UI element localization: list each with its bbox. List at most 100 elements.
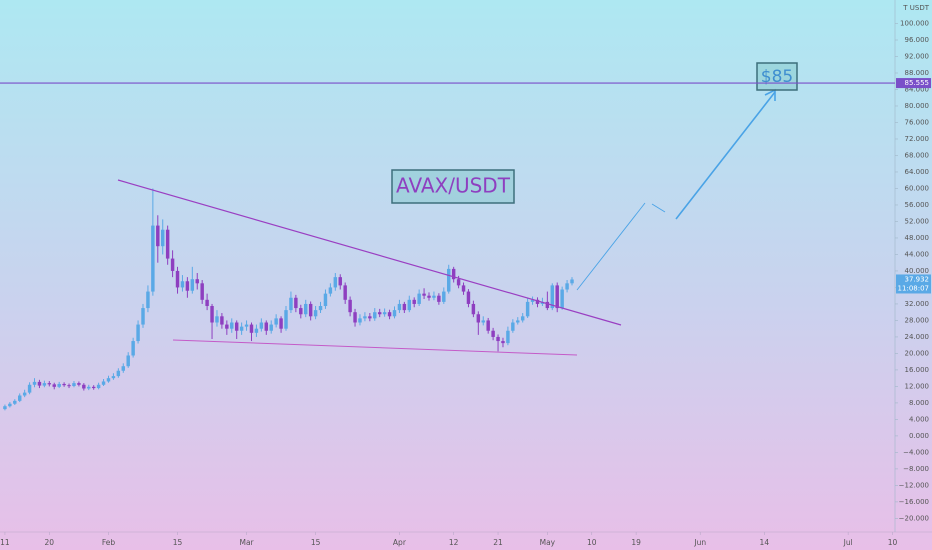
candle-body bbox=[146, 291, 150, 309]
y-tick-label: 28.000 bbox=[905, 316, 930, 324]
y-tick-label: 60.000 bbox=[905, 184, 930, 192]
y-tick-label: 96.000 bbox=[905, 36, 930, 44]
candle-body bbox=[96, 384, 101, 389]
candle-body bbox=[8, 403, 12, 407]
candle-body bbox=[3, 406, 7, 410]
candle-body bbox=[560, 289, 564, 309]
candle-body bbox=[289, 297, 293, 311]
candle-body bbox=[333, 277, 338, 288]
candle-body bbox=[501, 341, 505, 344]
candle-body bbox=[101, 381, 106, 385]
candle-body bbox=[195, 279, 199, 284]
y-tick-label: −8.000 bbox=[903, 465, 929, 473]
candle-body bbox=[91, 386, 96, 389]
y-tick-label: 52.000 bbox=[905, 217, 930, 225]
candle-body bbox=[37, 381, 42, 386]
y-tick-label: 80.000 bbox=[905, 102, 930, 110]
x-tick-label: Jun bbox=[693, 538, 706, 547]
candle-body bbox=[525, 301, 530, 317]
candle-body bbox=[42, 383, 47, 386]
candle-body bbox=[141, 308, 145, 325]
candle-body bbox=[165, 229, 170, 259]
candle-body bbox=[313, 310, 318, 317]
candle-body bbox=[343, 285, 347, 300]
x-tick-label: 15 bbox=[173, 538, 183, 547]
x-tick-label: 12 bbox=[449, 538, 459, 547]
candle-body bbox=[535, 299, 540, 304]
x-tick-label: Apr bbox=[393, 538, 407, 547]
candle-body bbox=[456, 279, 461, 286]
x-tick-label: 10 bbox=[888, 538, 898, 547]
candle-body bbox=[274, 318, 278, 325]
candle-body bbox=[328, 287, 333, 294]
chart-title: AVAX/USDT bbox=[396, 174, 511, 198]
x-tick-label: 10 bbox=[587, 538, 597, 547]
candle-body bbox=[373, 312, 377, 319]
y-tick-label: 16.000 bbox=[905, 366, 930, 374]
candle-body bbox=[308, 303, 313, 317]
candle-body bbox=[284, 310, 288, 329]
candle-body bbox=[565, 283, 569, 290]
y-tick-label: 64.000 bbox=[905, 168, 930, 176]
candle-body bbox=[62, 383, 66, 386]
candle-body bbox=[397, 303, 402, 311]
candle-body bbox=[111, 376, 116, 379]
x-tick-label: May bbox=[540, 538, 556, 547]
candle-body bbox=[254, 328, 259, 333]
x-tick-label: 21 bbox=[493, 538, 503, 547]
candle-body bbox=[161, 229, 165, 247]
y-tick-label: −4.000 bbox=[903, 448, 929, 456]
candle-body bbox=[368, 316, 372, 319]
candle-body bbox=[407, 299, 412, 311]
candle-body bbox=[57, 383, 61, 387]
candle-body bbox=[87, 386, 91, 389]
candle-body bbox=[67, 385, 71, 387]
candle-body bbox=[511, 322, 515, 331]
candle-body bbox=[72, 383, 76, 387]
countdown-label: 11:08:07 bbox=[898, 284, 929, 292]
candle-body bbox=[13, 400, 17, 404]
candle-body bbox=[200, 283, 204, 300]
candle-body bbox=[363, 316, 367, 319]
candle-body bbox=[279, 318, 283, 329]
candle-body bbox=[131, 341, 135, 356]
target-annotation: $85 bbox=[761, 67, 793, 87]
projection-line bbox=[651, 203, 666, 213]
y-tick-label: 72.000 bbox=[905, 135, 930, 143]
candle-body bbox=[382, 312, 387, 315]
y-tick-label: 4.000 bbox=[909, 415, 929, 423]
x-tick-label: 19 bbox=[631, 538, 641, 547]
candle-body bbox=[234, 322, 239, 331]
candle-body bbox=[304, 303, 308, 315]
candle-body bbox=[506, 330, 510, 344]
candle-body bbox=[269, 324, 273, 331]
candle-body bbox=[239, 326, 244, 331]
candle-body bbox=[136, 324, 140, 342]
y-tick-label: 24.000 bbox=[905, 333, 930, 341]
candle-body bbox=[338, 277, 342, 286]
projection-arrow bbox=[675, 91, 776, 220]
candle-body bbox=[545, 301, 550, 309]
candle-body bbox=[318, 306, 323, 311]
candle-body bbox=[180, 281, 185, 288]
candle-body bbox=[348, 299, 352, 313]
candle-body bbox=[225, 324, 229, 329]
candle-body bbox=[190, 279, 195, 291]
y-tick-label: 48.000 bbox=[905, 234, 930, 242]
candle-body bbox=[323, 293, 328, 307]
candle-body bbox=[175, 270, 180, 288]
candle-body bbox=[244, 324, 249, 327]
price-line-tag bbox=[896, 78, 931, 89]
last-price-label: 37.932 bbox=[905, 275, 930, 283]
candle-body bbox=[476, 314, 481, 323]
candle-body bbox=[412, 299, 416, 304]
currency-label: T USDT bbox=[902, 4, 929, 12]
y-tick-label: −20.000 bbox=[899, 514, 929, 522]
candle-body bbox=[17, 395, 22, 401]
y-tick-label: 20.000 bbox=[905, 349, 930, 357]
candle-body bbox=[427, 295, 431, 298]
y-tick-label: 84.000 bbox=[905, 85, 930, 93]
candle-body bbox=[210, 306, 214, 323]
candle-body bbox=[496, 336, 500, 342]
candle-body bbox=[466, 291, 471, 304]
